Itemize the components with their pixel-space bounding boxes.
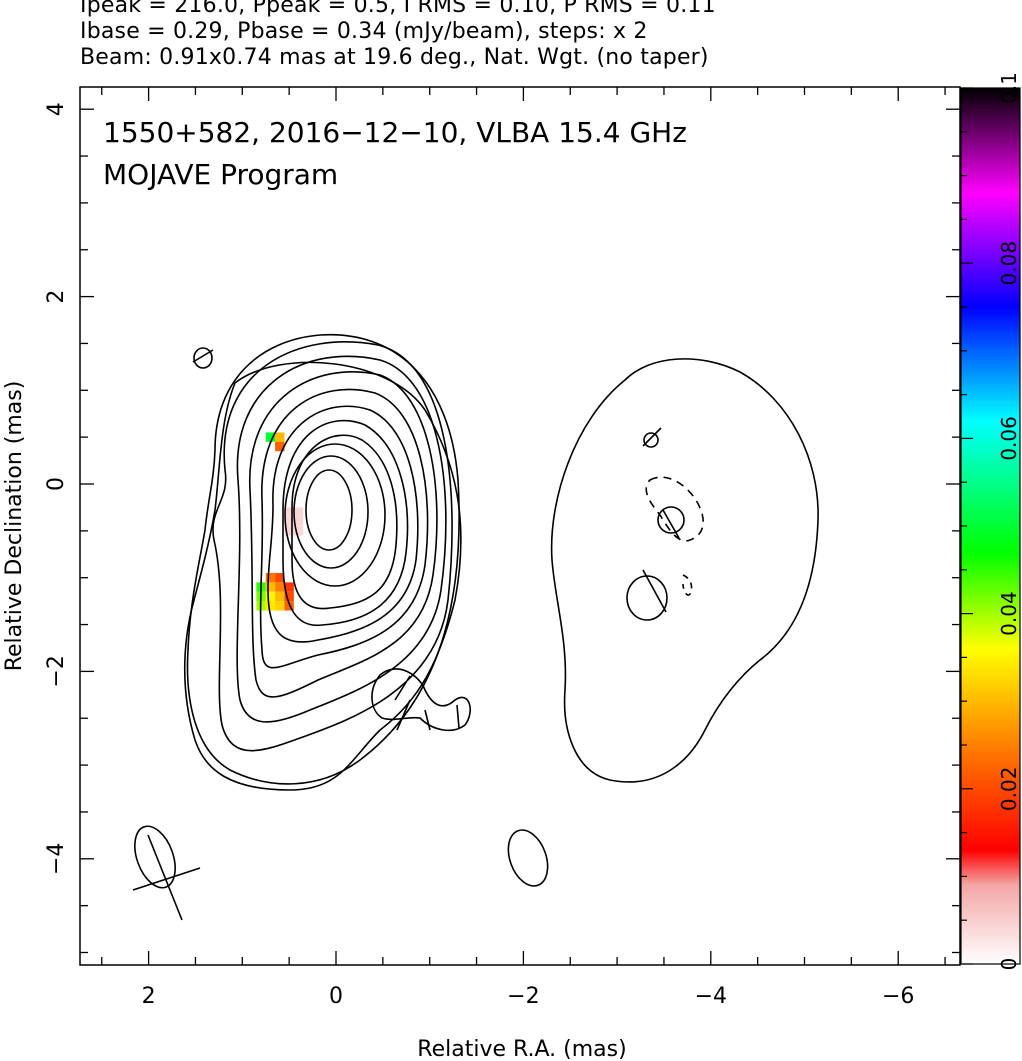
y-tick-label: 0	[44, 477, 69, 491]
contour-level-11	[186, 333, 460, 785]
polarization-pixels	[256, 432, 304, 611]
contour-negative-small	[682, 574, 693, 596]
pol-pixel	[275, 582, 285, 592]
contour-level-9	[236, 355, 447, 723]
beam-axis-major	[147, 834, 183, 921]
pol-pixel	[265, 591, 276, 602]
colorbar-tick-label: 0.1	[997, 72, 1021, 104]
pol-pixel	[275, 591, 285, 602]
contour-small-low-right	[626, 575, 668, 621]
colorbar-tick-label: 0.06	[997, 416, 1021, 461]
pol-pixel	[275, 601, 285, 611]
colorbar-tick-label: 0.04	[997, 591, 1021, 636]
pol-pixel	[265, 432, 276, 442]
contour-level-8	[249, 371, 438, 698]
pol-pixel	[284, 591, 294, 602]
axis-ticks: 2 0 −2 −4 −6 4 2 0 −2 −4	[44, 87, 960, 1009]
plot-frame	[79, 86, 961, 966]
x-tick-label: −6	[882, 984, 914, 1009]
evpa-vector	[642, 427, 662, 447]
evpa-vector	[424, 709, 431, 731]
pol-pixel	[293, 516, 304, 527]
x-axis-label: Relative R.A. (mas)	[417, 1037, 626, 1061]
evpa-vector	[662, 509, 680, 539]
evpa-vector	[456, 704, 460, 729]
x-tick-label: −2	[507, 984, 539, 1009]
colorbar-tick-label: 0.08	[997, 241, 1021, 286]
header-line-1: Ipeak = 216.0, Ppeak = 0.5, I RMS = 0.10…	[80, 0, 716, 18]
contour-level-2	[293, 455, 369, 569]
y-axis-label: Relative Declination (mas)	[2, 381, 27, 672]
pol-pixel	[275, 441, 285, 452]
x-tick-label: 0	[329, 984, 343, 1009]
y-tick-label: 2	[44, 290, 69, 304]
pol-pixel	[284, 507, 294, 517]
pol-pixel	[284, 516, 294, 527]
contour-level-4	[291, 434, 398, 610]
evpa-vector	[394, 675, 411, 701]
beam-axis-minor	[132, 867, 201, 891]
pol-pixel	[265, 573, 276, 583]
pol-pixel	[265, 582, 276, 592]
contour-small-top-right	[643, 432, 659, 448]
colorbar-tick-label: 0.02	[997, 767, 1021, 812]
evpa-vector	[642, 569, 667, 613]
header-line-2: Ibase = 0.29, Pbase = 0.34 (mJy/beam), s…	[80, 19, 648, 44]
contour-small-nw	[193, 347, 213, 369]
contour-level-3	[284, 443, 386, 587]
pol-pixel	[275, 432, 285, 442]
header-info: Ipeak = 216.0, Ppeak = 0.5, I RMS = 0.10…	[80, 0, 1020, 71]
pol-pixel	[284, 582, 294, 592]
x-tick-label: −4	[695, 984, 727, 1009]
pol-pixel	[293, 526, 304, 536]
y-tick-label: −2	[44, 655, 69, 687]
pol-pixel	[293, 507, 304, 517]
colorbar-tick-label: 0	[997, 958, 1021, 971]
y-tick-label: −4	[44, 843, 69, 875]
evpa-vector	[396, 699, 411, 731]
contour-level-5	[282, 419, 409, 627]
contour-negative	[645, 476, 704, 542]
header-line-3: Beam: 0.91x0.74 mas at 19.6 deg., Nat. W…	[80, 45, 709, 70]
colorbar-ticks: 0 0.02 0.04 0.06 0.08 0.1	[961, 72, 1021, 970]
contour-small-mid-right	[657, 506, 685, 534]
x-tick-label: 2	[142, 984, 156, 1009]
colorbar	[960, 87, 1021, 965]
contour-blob-low-mid	[507, 829, 549, 887]
contour-level-1	[305, 469, 353, 551]
contour-blob-south	[371, 668, 471, 732]
pol-pixel	[275, 573, 285, 583]
contour-level-7	[259, 388, 429, 669]
contour-level-6	[267, 405, 419, 643]
contour-beam-left	[134, 825, 176, 889]
pol-pixel	[265, 601, 276, 611]
evpa-vector	[192, 349, 214, 363]
chart-subtitle: MOJAVE Program	[103, 158, 338, 191]
contour-outer-left	[183, 361, 462, 791]
contour-level-10	[212, 341, 453, 752]
y-tick-label: 4	[44, 102, 69, 116]
chart-title: 1550+582, 2016−12−10, VLBA 15.4 GHz	[103, 116, 687, 149]
pol-pixel	[284, 526, 294, 536]
contour-outer-right	[550, 358, 819, 783]
evpa-vectors	[132, 349, 680, 921]
contour-group	[134, 333, 819, 889]
